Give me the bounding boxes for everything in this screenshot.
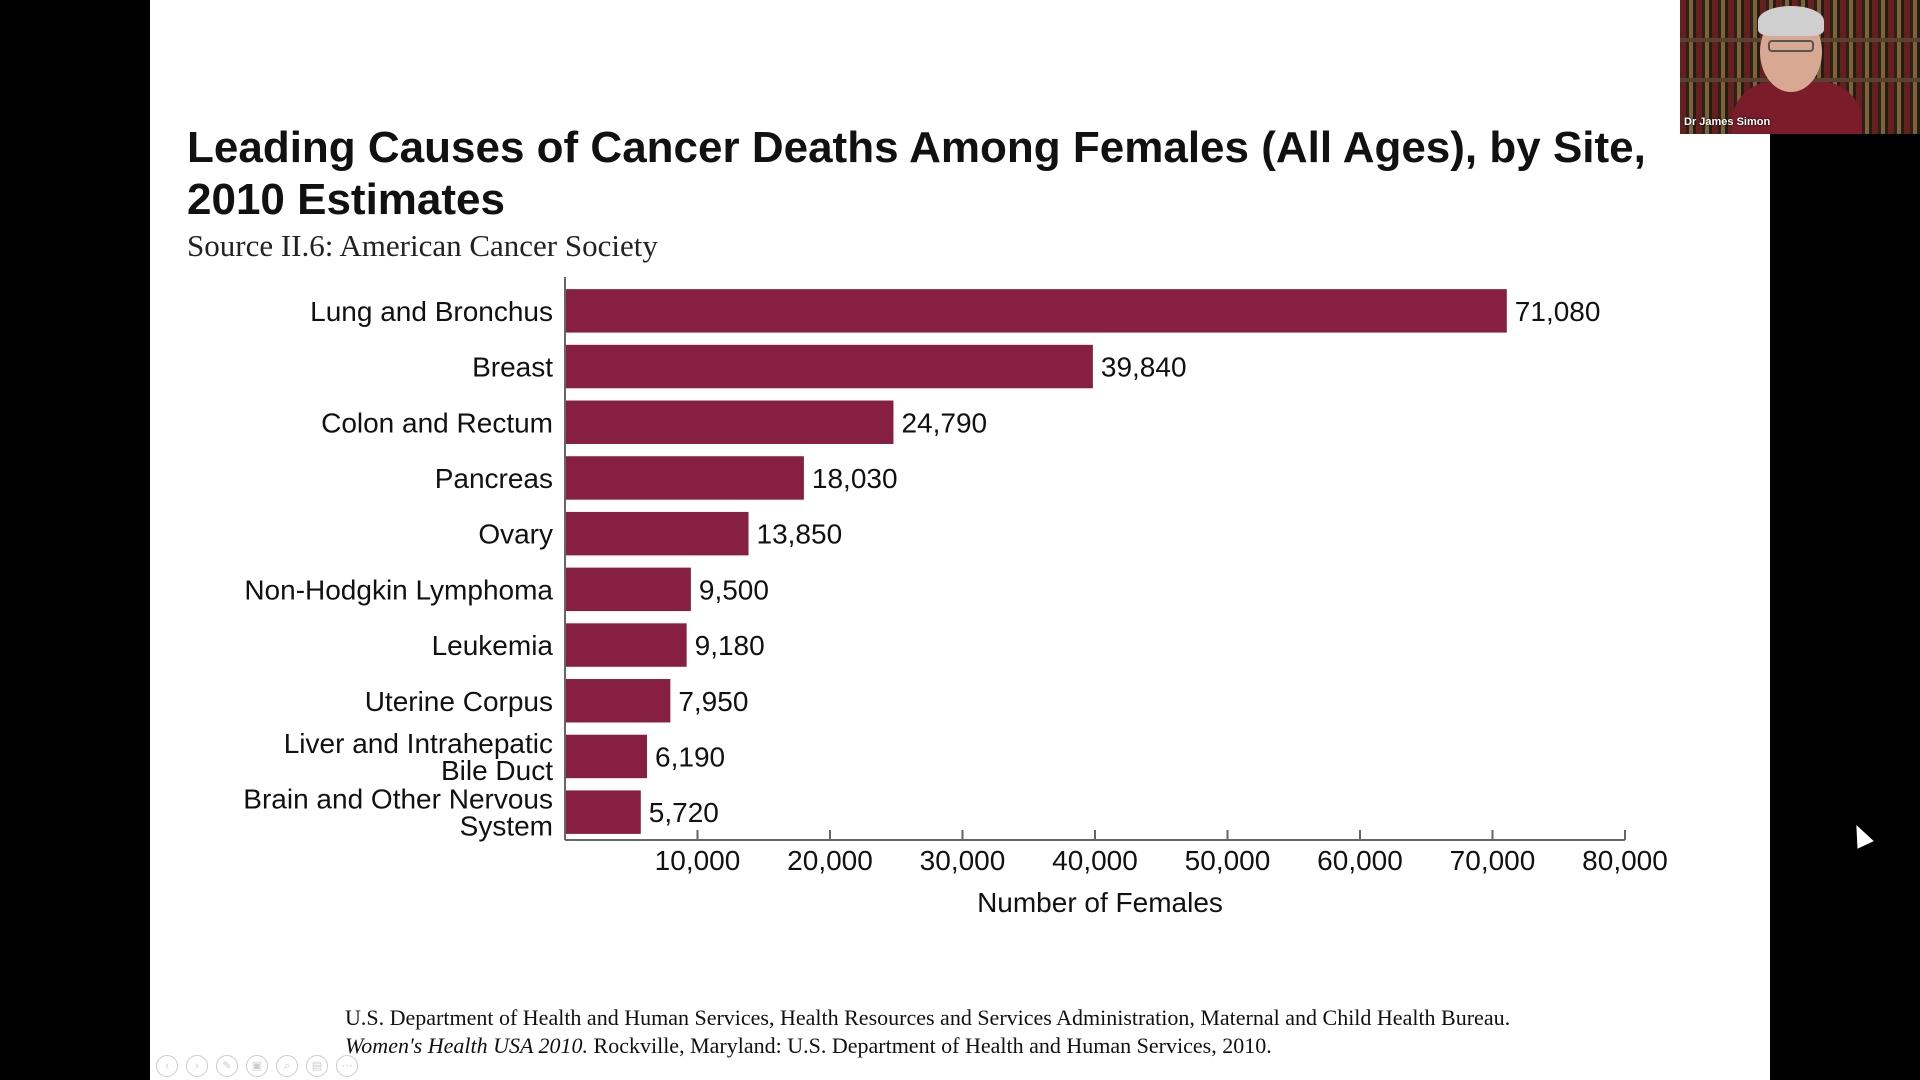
category-label-6: Leukemia: [432, 630, 554, 661]
presenter-glasses: [1768, 40, 1814, 52]
value-label-0: 71,080: [1515, 296, 1601, 327]
presentation-slide: Leading Causes of Cancer Deaths Among Fe…: [150, 0, 1770, 1080]
webcam-thumbnail[interactable]: Dr James Simon: [1680, 0, 1920, 134]
x-tick-label-0: 10,000: [655, 845, 741, 876]
value-label-1: 39,840: [1101, 352, 1187, 383]
value-label-7: 7,950: [678, 686, 748, 717]
prev-icon[interactable]: ‹: [156, 1055, 178, 1077]
bar-8: [565, 734, 648, 779]
bar-9: [565, 790, 641, 834]
value-label-3: 18,030: [812, 463, 898, 494]
citation-title: Women's Health USA 2010.: [345, 1033, 589, 1058]
x-tick-label-5: 60,000: [1317, 845, 1403, 876]
x-tick-label-4: 50,000: [1185, 845, 1271, 876]
citation-line-1: U.S. Department of Health and Human Serv…: [345, 1005, 1511, 1030]
presenter-hair: [1758, 6, 1824, 36]
slide-title: Leading Causes of Cancer Deaths Among Fe…: [187, 123, 1646, 224]
zoom-icon[interactable]: ⌕: [276, 1055, 298, 1077]
next-icon[interactable]: ›: [186, 1055, 208, 1077]
bar-3: [565, 456, 804, 500]
category-label-8-line-1: Bile Duct: [441, 755, 553, 786]
participant-name: Dr James Simon: [1684, 116, 1771, 128]
bar-7: [565, 679, 671, 723]
category-label-7: Uterine Corpus: [365, 686, 553, 717]
x-tick-label-6: 70,000: [1450, 845, 1536, 876]
right-letterbox: [1770, 0, 1920, 1080]
x-axis: 10,000 20,000 30,000 40,000 50,000 60,000 70,0…: [564, 277, 1668, 876]
bar-4: [565, 511, 749, 556]
left-letterbox: [0, 0, 150, 1080]
category-label-8-line-0: Liver and Intrahepatic: [284, 728, 553, 759]
slide-source: Source II.6: American Cancer Society: [187, 228, 658, 263]
value-label-5: 9,500: [699, 574, 769, 605]
category-label-5: Non-Hodgkin Lymphoma: [244, 574, 553, 605]
bar-6: [565, 623, 687, 667]
category-label-9-line-1: System: [460, 811, 553, 842]
bar-0: [565, 289, 1507, 333]
value-label-2: 24,790: [901, 407, 987, 438]
citation-line-2: Women's Health USA 2010. Rockville, Mary…: [345, 1032, 1745, 1060]
bar-5: [565, 567, 691, 612]
bar-2: [565, 400, 894, 444]
value-label-6: 9,180: [695, 630, 765, 661]
value-label-8: 6,190: [655, 741, 725, 772]
category-label-4: Ovary: [478, 519, 553, 550]
x-tick-label-3: 40,000: [1052, 845, 1138, 876]
subtitles-icon[interactable]: ▤: [306, 1055, 328, 1077]
value-label-4: 13,850: [757, 519, 843, 550]
x-axis-label: Number of Females: [977, 887, 1223, 918]
more-icon[interactable]: ⋯: [336, 1055, 358, 1077]
bar-1: [565, 344, 1093, 389]
pen-icon[interactable]: ✎: [216, 1055, 238, 1077]
value-label-9: 5,720: [649, 797, 719, 828]
citation-publisher: Rockville, Maryland: U.S. Department of …: [588, 1033, 1272, 1058]
category-label-2: Colon and Rectum: [321, 407, 553, 438]
category-label-0: Lung and Bronchus: [310, 296, 553, 327]
x-tick-label-7: 80,000: [1582, 845, 1668, 876]
chart-bars: [565, 289, 1507, 834]
bar-chart: Lung and Bronchus Breast Colon and Rectum P…: [243, 277, 1668, 918]
slides-icon[interactable]: ▣: [246, 1055, 268, 1077]
x-tick-label-1: 20,000: [787, 845, 873, 876]
slideshow-toolbar: ‹ › ✎ ▣ ⌕ ▤ ⋯: [156, 1055, 358, 1077]
category-label-1: Breast: [472, 352, 553, 383]
category-label-3: Pancreas: [435, 463, 553, 494]
x-tick-label-2: 30,000: [920, 845, 1006, 876]
category-labels: Lung and Bronchus Breast Colon and Rectum P…: [243, 296, 553, 842]
citation: U.S. Department of Health and Human Serv…: [345, 1004, 1745, 1060]
category-label-9-line-0: Brain and Other Nervous: [243, 784, 553, 815]
